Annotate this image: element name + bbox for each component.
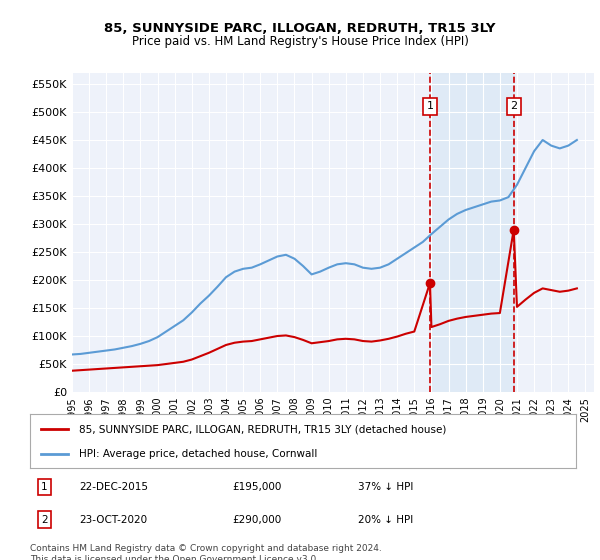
Bar	[430, 73, 514, 392]
Text: 37% ↓ HPI: 37% ↓ HPI	[358, 482, 413, 492]
Text: 85, SUNNYSIDE PARC, ILLOGAN, REDRUTH, TR15 3LY (detached house): 85, SUNNYSIDE PARC, ILLOGAN, REDRUTH, TR…	[79, 424, 446, 435]
Text: 2: 2	[510, 101, 517, 111]
Text: 22-DEC-2015: 22-DEC-2015	[79, 482, 148, 492]
Text: 85, SUNNYSIDE PARC, ILLOGAN, REDRUTH, TR15 3LY: 85, SUNNYSIDE PARC, ILLOGAN, REDRUTH, TR…	[104, 22, 496, 35]
Text: 23-OCT-2020: 23-OCT-2020	[79, 515, 147, 525]
Text: 1: 1	[427, 101, 434, 111]
Text: £290,000: £290,000	[232, 515, 281, 525]
Text: Price paid vs. HM Land Registry's House Price Index (HPI): Price paid vs. HM Land Registry's House …	[131, 35, 469, 48]
Text: 20% ↓ HPI: 20% ↓ HPI	[358, 515, 413, 525]
Text: 2: 2	[41, 515, 47, 525]
Text: Contains HM Land Registry data © Crown copyright and database right 2024.
This d: Contains HM Land Registry data © Crown c…	[30, 544, 382, 560]
Text: £195,000: £195,000	[232, 482, 281, 492]
Text: HPI: Average price, detached house, Cornwall: HPI: Average price, detached house, Corn…	[79, 449, 317, 459]
Text: 1: 1	[41, 482, 47, 492]
